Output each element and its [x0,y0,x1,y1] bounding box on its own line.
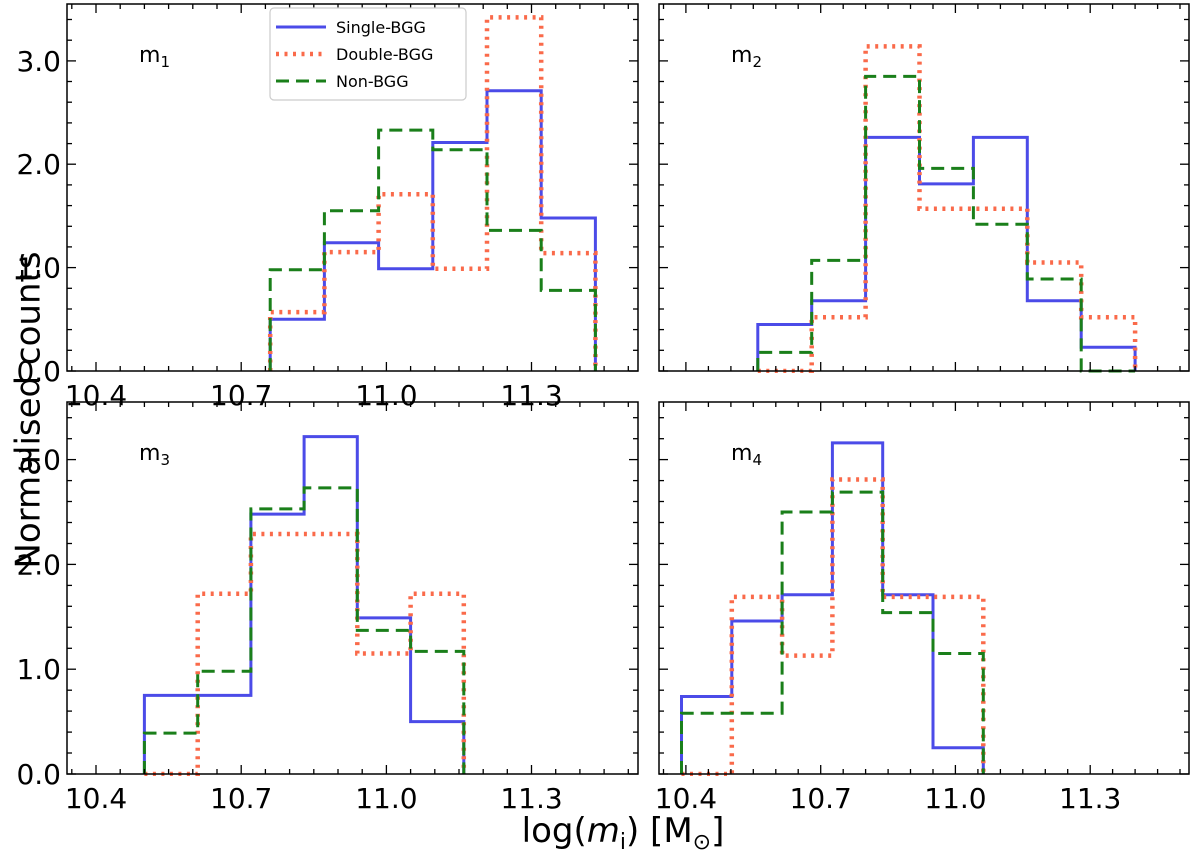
panel-frame [66,401,639,775]
x-axis-label-prefix: log( [522,811,587,851]
legend-label-single-bgg: Single-BGG [336,18,426,37]
panel-label: m2 [731,43,762,71]
x-axis-label-close: ] [711,811,724,851]
series-double-bgg [144,531,467,776]
x-tick-label: 11.0 [924,782,986,815]
y-tick-label: 1.0 [16,653,61,686]
x-axis-label-var: m [587,811,620,851]
x-tick-label: 10.7 [210,782,272,815]
panels: 0.0 1.0 2.0 3.0 10.4 10.7 11.0 11.3 m1 m2 0.0 1.0 2.… [16,3,1190,815]
x-tick-label: 11.0 [355,782,417,815]
panel-3: 0.0 1.0 2.0 3.0 10.4 10.7 11.0 11.3 m3 [16,401,639,815]
series-double-bgg [681,477,986,776]
panel-label: m4 [731,441,762,469]
series-double-bgg [267,15,598,371]
y-tick-label: 3.0 [16,444,61,477]
y-tick-label: 3.0 [16,45,61,78]
x-axis-label-suffix: ) [M [626,811,693,851]
legend-label-double-bgg: Double-BGG [336,45,433,64]
series-non-bgg [268,128,597,371]
y-tick-label: 1.0 [16,252,61,285]
panel-frame [658,3,1190,372]
y-tick-label: 2.0 [16,548,61,581]
panel-label: m3 [139,441,170,469]
series-single-bgg [756,135,1137,371]
legend-box [269,7,467,101]
x-tick-label: 10.4 [655,782,717,815]
y-tick-label: 0.0 [16,355,61,388]
y-tick-label: 0.0 [16,758,61,791]
panel-4: 10.4 10.7 11.0 11.3 m4 [655,401,1190,815]
legend: Single-BGG Double-BGG Non-BGG [269,7,467,101]
legend-label-non-bgg: Non-BGG [336,72,409,91]
series-single-bgg [680,441,985,774]
x-axis-label-sun: ⊙ [693,830,711,855]
panel-frame [658,401,1190,775]
series-non-bgg [756,74,1136,373]
x-tick-label: 11.3 [1059,782,1121,815]
x-axis-label-sub: i [620,830,626,855]
series-non-bgg [680,490,985,774]
series-double-bgg [757,44,1138,373]
x-axis-label: log(mi) [M⊙] [522,811,725,855]
series-non-bgg [142,486,466,774]
y-axis-label: Normalised counts [9,251,49,568]
x-tick-label: 10.7 [790,782,852,815]
y-tick-label: 2.0 [16,148,61,181]
panel-2: m2 [658,3,1190,373]
x-tick-label: 11.3 [500,782,562,815]
panel-label: m1 [139,43,170,71]
x-tick-label: 10.4 [65,782,127,815]
panel-frame [66,3,639,372]
